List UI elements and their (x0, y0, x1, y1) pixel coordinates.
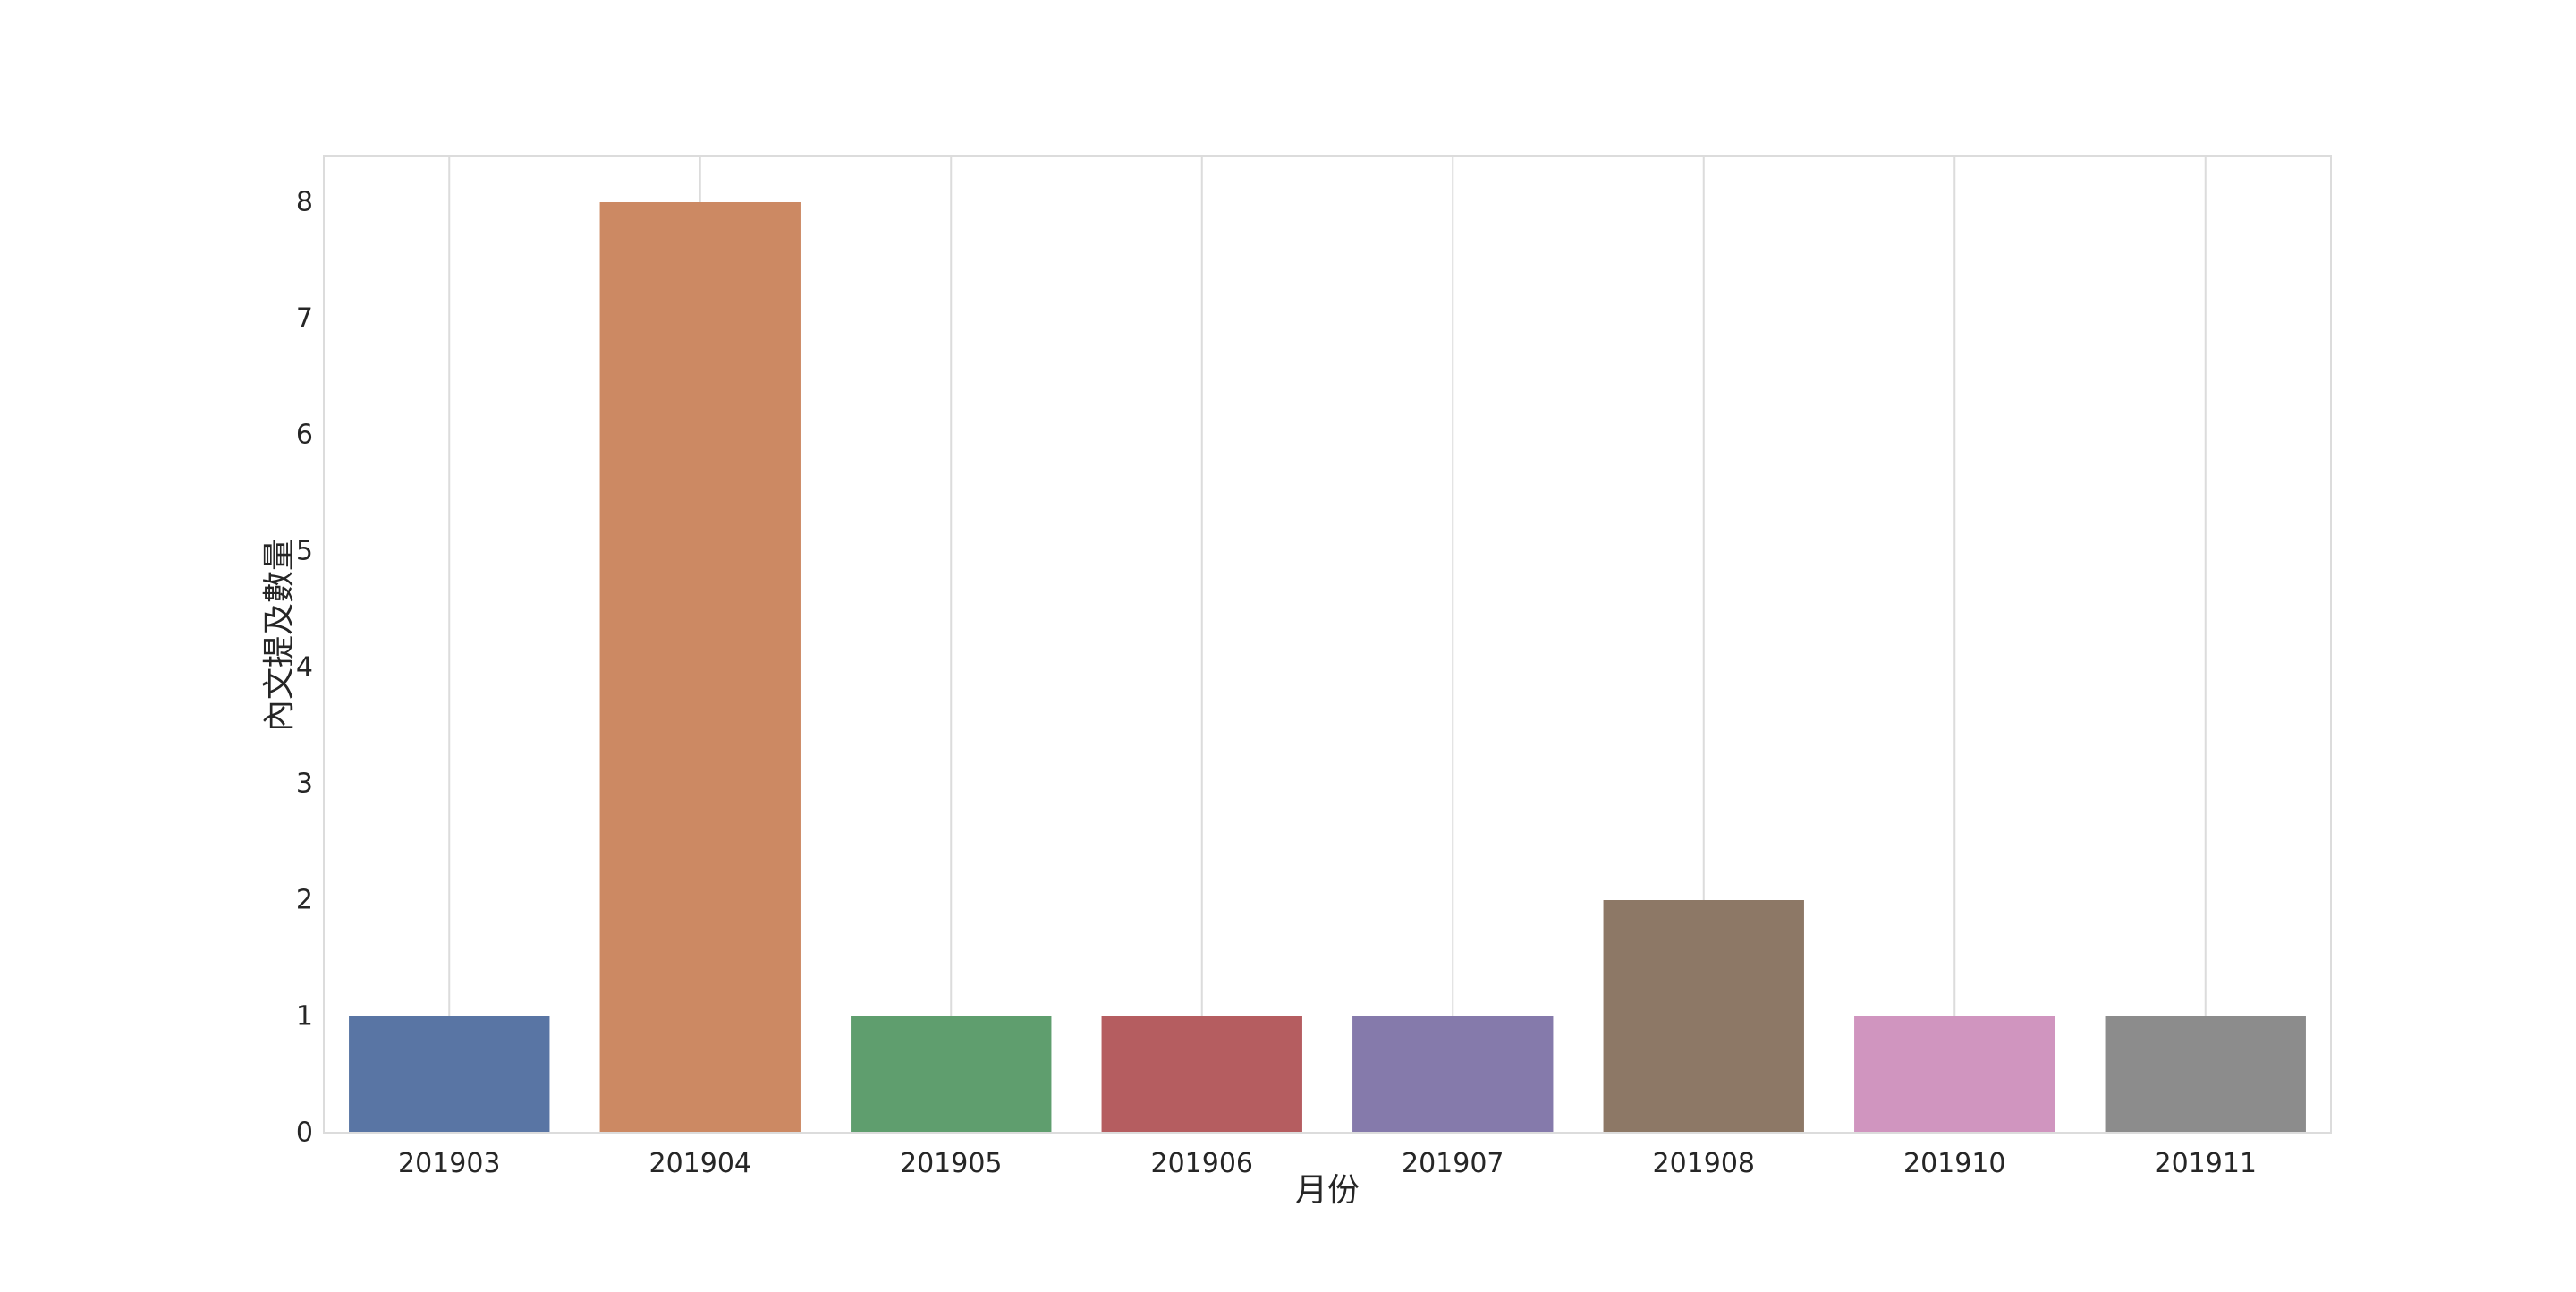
y-tick-label: 3 (296, 769, 313, 800)
x-tick-label: 201910 (1903, 1148, 2006, 1179)
x-tick-label: 201907 (1402, 1148, 1504, 1179)
bars (349, 202, 2306, 1133)
y-tick-label: 0 (296, 1118, 313, 1149)
x-axis-label: 月份 (1295, 1172, 1360, 1209)
y-tick-label: 8 (296, 187, 313, 218)
bar-201911 (2105, 1016, 2306, 1133)
x-tick-labels: 201903 201904 201905 201906 201907 201908 2019… (398, 1148, 2257, 1179)
y-tick-label: 6 (296, 420, 313, 451)
y-axis-label: 內文提及數量 (261, 539, 298, 732)
bar-201908 (1603, 900, 1804, 1133)
x-tick-label: 201904 (648, 1148, 751, 1179)
bar-201906 (1101, 1016, 1302, 1133)
bar-201903 (349, 1016, 550, 1133)
plot-frame (323, 155, 2332, 1134)
x-tick-label: 201906 (1150, 1148, 1253, 1179)
bar-201904 (599, 202, 801, 1133)
y-tick-label: 4 (296, 652, 313, 684)
x-tick-label: 201911 (2154, 1148, 2257, 1179)
y-tick-label: 1 (296, 1001, 313, 1033)
y-tick-labels: 0 1 2 3 4 5 6 7 8 (296, 187, 313, 1149)
bar-201907 (1352, 1016, 1554, 1133)
bar-201905 (851, 1016, 1052, 1133)
x-tick-label: 201908 (1652, 1148, 1755, 1179)
x-tick-label: 201905 (900, 1148, 1003, 1179)
y-tick-label: 5 (296, 536, 313, 567)
y-tick-label: 2 (296, 885, 313, 916)
x-tick-label: 201903 (398, 1148, 501, 1179)
y-tick-label: 7 (296, 303, 313, 335)
bar-201910 (1854, 1016, 2055, 1133)
